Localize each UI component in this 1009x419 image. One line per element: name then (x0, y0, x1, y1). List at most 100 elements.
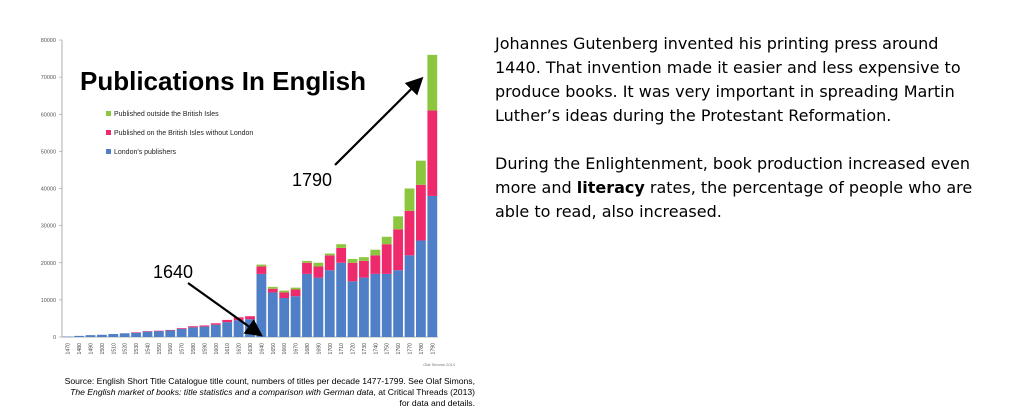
bar-segment-london (222, 322, 233, 337)
bar-segment-british-isles (210, 323, 221, 325)
paragraph-enlightenment-start: During the Enlightenment, book productio… (495, 154, 970, 197)
bar-segment-british-isles (245, 316, 255, 320)
x-tick-label: 1600 (214, 343, 220, 355)
x-tick-label: 1730 (362, 343, 368, 355)
bar-segment-london (176, 328, 187, 337)
bar-segment-british-isles (165, 329, 176, 331)
bar-segment-british-isles (404, 210, 415, 256)
bar-segment-outside (313, 262, 324, 267)
caption-line-1: Source: English Short Title Catalogue ti… (64, 376, 475, 386)
bar-segment-london (290, 296, 301, 337)
annotation-1640-label: 1640 (153, 262, 193, 282)
bar-segment-london (188, 327, 198, 337)
bar-segment-outside (267, 286, 278, 289)
bar-segment-british-isles (302, 262, 312, 274)
bar-segment-british-isles (381, 244, 392, 274)
y-tick-label: 70000 (41, 75, 56, 81)
bar-segment-london (336, 262, 347, 337)
bar-segment-london (119, 333, 130, 337)
bar-segment-british-isles (427, 110, 438, 196)
bar-segment-british-isles (416, 184, 426, 241)
bar-segment-outside (427, 54, 438, 111)
caption-source-venue: , at Critical Threads (2013) (373, 387, 475, 397)
bar-segment-london (359, 277, 369, 337)
paragraph-gutenberg: Johannes Gutenberg invented his printing… (495, 34, 961, 125)
x-tick-label: 1640 (259, 343, 265, 355)
y-tick-label: 0 (53, 335, 56, 341)
bar-segment-london (313, 277, 324, 337)
caption-line-3: for data and details. (399, 398, 476, 408)
x-tick-label: 1670 (294, 343, 300, 355)
bar-segment-london (85, 335, 96, 337)
bar-segment-london (108, 334, 119, 337)
x-tick-label: 1660 (282, 343, 288, 355)
chart-title: Publications In English (80, 66, 366, 96)
bar-segment-outside (359, 257, 369, 261)
bar-segment-london (199, 326, 210, 337)
bar-segment-london (62, 336, 73, 338)
x-tick-label: 1680 (305, 343, 311, 355)
annotation-1640-arrow (187, 282, 263, 337)
bar-segment-london (165, 330, 176, 337)
bar-segment-british-isles (153, 330, 164, 332)
bar-segment-british-isles (370, 255, 381, 274)
chart-credit: Olaf Simons 2014 (423, 362, 456, 367)
explanation-text: Johannes Gutenberg invented his printing… (495, 32, 975, 248)
bar-segment-london (404, 255, 415, 337)
bar-segment-british-isles (188, 326, 198, 328)
bar-segment-british-isles (222, 319, 233, 323)
bar-segment-british-isles (324, 255, 335, 271)
bar-segment-outside (256, 264, 267, 267)
x-tick-label: 1550 (157, 343, 163, 355)
caption-line-2: The English market of books: title stati… (8, 387, 475, 398)
bar-segment-outside (381, 236, 392, 245)
y-tick-label: 10000 (41, 298, 56, 304)
bar-segment-outside (290, 287, 301, 290)
legend-swatch (106, 130, 111, 135)
bar-segment-london (347, 281, 358, 337)
x-tick-label: 1610 (225, 343, 231, 355)
bar-segment-london (74, 335, 84, 337)
bar-segment-london (142, 331, 153, 337)
x-tick-label: 1690 (316, 343, 322, 355)
chart-source-caption: Source: English Short Title Catalogue ti… (8, 376, 475, 409)
x-tick-label: 1750 (385, 343, 391, 355)
annotation-1790-label: 1790 (292, 170, 332, 190)
bar-segment-london (393, 270, 404, 337)
y-tick-label: 20000 (41, 261, 56, 267)
x-tick-label: 1700 (328, 343, 334, 355)
x-tick-label: 1480 (77, 343, 83, 355)
x-tick-label: 1530 (134, 343, 140, 355)
y-tick-label: 60000 (41, 112, 56, 118)
bar-segment-london (233, 320, 244, 337)
x-tick-label: 1510 (111, 343, 117, 355)
chart-container: 0 10000 20000 30000 40000 50000 60000 70000 8000… (0, 0, 480, 370)
legend-swatch (106, 149, 111, 154)
annotation-1790-arrow (334, 76, 424, 166)
x-tick-label: 1470 (66, 343, 72, 355)
bar-segment-outside (302, 260, 312, 263)
y-tick-label: 80000 (41, 38, 56, 44)
bar-segment-british-isles (176, 328, 187, 329)
x-tick-label: 1790 (430, 343, 436, 355)
bar-segment-british-isles (256, 266, 267, 274)
paragraph-enlightenment: During the Enlightenment, book productio… (495, 152, 975, 224)
x-tick-label: 1590 (202, 343, 208, 355)
bar-segment-british-isles (336, 247, 347, 263)
literacy-term: literacy (576, 178, 645, 197)
x-tick-label: 1520 (123, 343, 129, 355)
bar-segment-london (370, 273, 381, 337)
bar-segment-british-isles (290, 289, 301, 297)
bar-segment-london (267, 292, 278, 337)
x-tick-label: 1570 (180, 343, 186, 355)
x-tick-label: 1760 (396, 343, 402, 355)
bar-segment-outside (393, 216, 404, 230)
bar-segment-british-isles (199, 325, 210, 327)
bar-segment-british-isles (279, 292, 290, 299)
bar-segment-outside (324, 253, 335, 256)
caption-source-title: The English market of books: title stati… (70, 387, 374, 397)
legend-swatch (106, 111, 111, 116)
bar-segment-outside (279, 290, 290, 293)
publications-chart: 0 10000 20000 30000 40000 50000 60000 70000 8000… (41, 38, 456, 367)
bar-segment-london (131, 332, 141, 337)
